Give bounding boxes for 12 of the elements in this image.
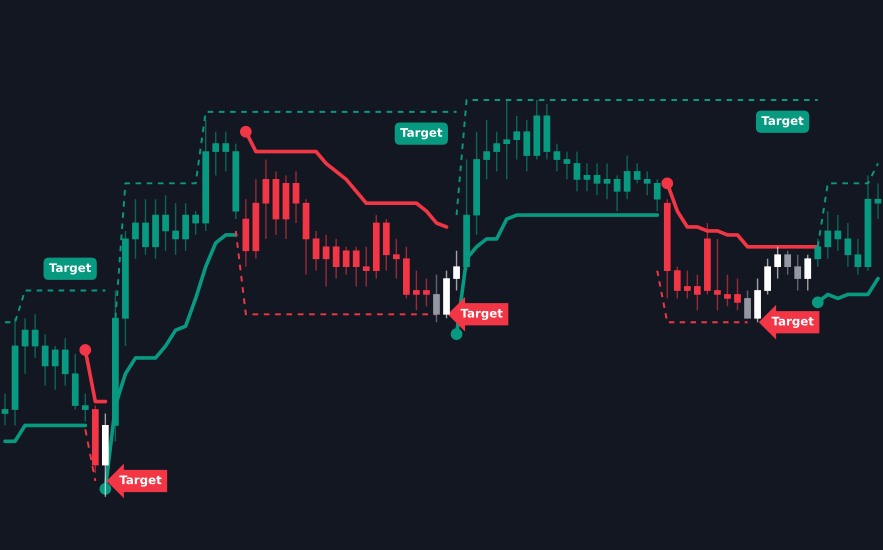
point <box>240 126 252 138</box>
point <box>450 328 462 340</box>
text: Target <box>119 476 162 487</box>
point <box>812 296 824 308</box>
series-label: Target <box>48 263 92 274</box>
text: Target <box>772 316 814 328</box>
point <box>79 344 92 356</box>
series-label: Target <box>400 128 442 140</box>
series-label: Target <box>761 116 804 128</box>
point <box>661 177 674 190</box>
point <box>100 483 112 495</box>
text: Target <box>460 308 503 320</box>
